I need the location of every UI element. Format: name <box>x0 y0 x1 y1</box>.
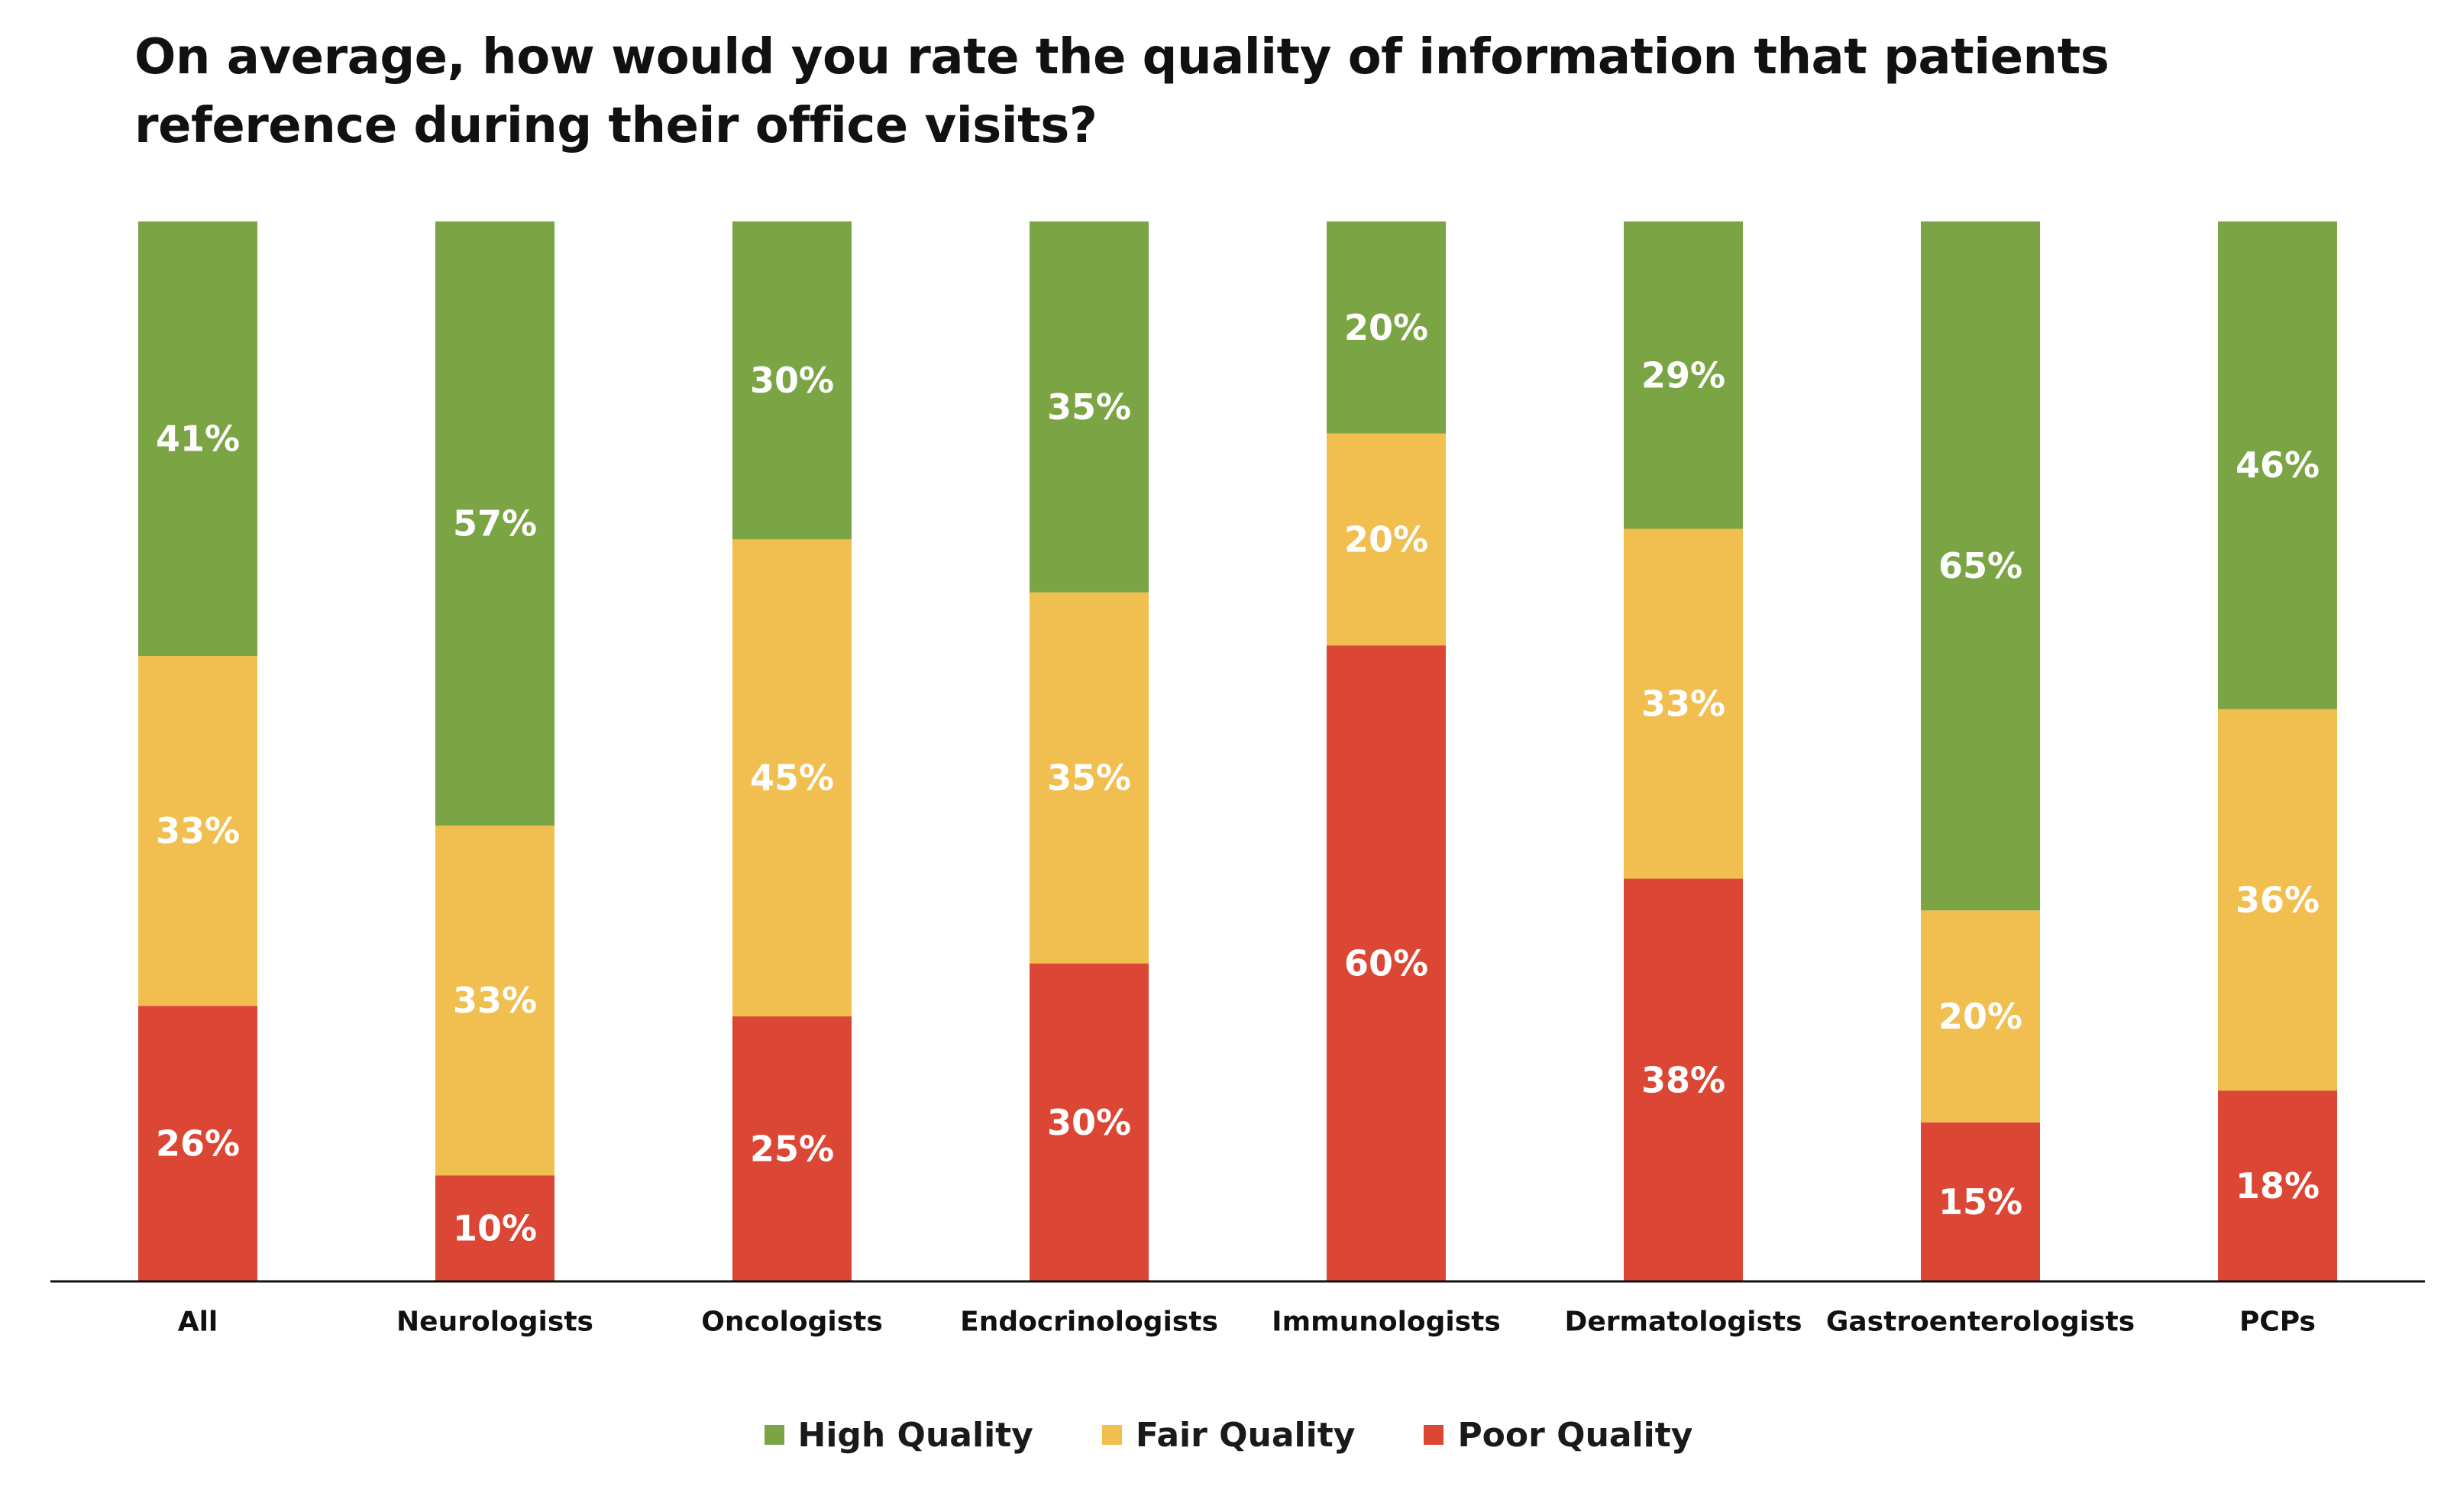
bar-segment-pcps-high-quality <box>2218 221 2337 709</box>
bar-segment-oncologists-high-quality <box>732 221 852 540</box>
x-tick-label-pcps: PCPs <box>2239 1307 2316 1338</box>
data-label-gastroenterologists-fair-quality: 20% <box>1938 996 2022 1037</box>
data-label-all-fair-quality: 33% <box>156 810 240 851</box>
x-tick-label-immunologists: Immunologists <box>1272 1307 1501 1338</box>
data-label-oncologists-high-quality: 30% <box>750 360 834 401</box>
legend-swatch-poor-quality <box>1424 1425 1444 1445</box>
bar-segment-oncologists-fair-quality <box>732 539 852 1016</box>
data-label-endocrinologists-poor-quality: 30% <box>1047 1102 1131 1143</box>
data-label-immunologists-poor-quality: 60% <box>1344 943 1428 984</box>
bar-segment-endocrinologists-poor-quality <box>1030 963 1149 1281</box>
legend-label-poor-quality: Poor Quality <box>1457 1415 1693 1455</box>
bar-segment-all-fair-quality <box>138 656 257 1006</box>
bar-segment-gastroenterologists-poor-quality <box>1921 1122 2040 1281</box>
bar-segment-endocrinologists-high-quality <box>1030 221 1149 593</box>
bar-segment-oncologists-poor-quality <box>732 1016 852 1281</box>
data-label-pcps-high-quality: 46% <box>2236 444 2320 486</box>
legend-label-fair-quality: Fair Quality <box>1135 1415 1356 1455</box>
legend-item-high-quality: High Quality <box>764 1415 1033 1455</box>
bar-segment-endocrinologists-fair-quality <box>1030 592 1149 964</box>
bar-segment-all-poor-quality <box>138 1006 257 1281</box>
data-label-neurologists-fair-quality: 33% <box>453 980 537 1021</box>
data-label-pcps-poor-quality: 18% <box>2236 1165 2320 1207</box>
data-label-endocrinologists-high-quality: 35% <box>1047 386 1131 428</box>
data-label-gastroenterologists-high-quality: 65% <box>1938 545 2022 586</box>
data-label-all-high-quality: 41% <box>156 418 240 460</box>
data-label-immunologists-high-quality: 20% <box>1344 307 1428 348</box>
bar-segment-pcps-fair-quality <box>2218 709 2337 1091</box>
data-label-endocrinologists-fair-quality: 35% <box>1047 758 1131 799</box>
data-label-dermatologists-poor-quality: 38% <box>1641 1059 1725 1100</box>
legend-item-fair-quality: Fair Quality <box>1101 1415 1356 1455</box>
x-tick-label-oncologists: Oncologists <box>701 1307 883 1338</box>
legend-swatch-fair-quality <box>1101 1425 1122 1445</box>
bar-segment-pcps-poor-quality <box>2218 1090 2337 1281</box>
bar-segment-dermatologists-fair-quality <box>1624 528 1743 879</box>
bar-segment-neurologists-fair-quality <box>435 825 554 1176</box>
data-label-pcps-fair-quality: 36% <box>2236 879 2320 920</box>
data-label-dermatologists-high-quality: 29% <box>1641 354 1725 396</box>
bar-segment-all-high-quality <box>138 221 257 657</box>
legend-swatch-high-quality <box>764 1425 784 1445</box>
bar-segment-immunologists-high-quality <box>1327 221 1446 434</box>
x-tick-label-all: All <box>178 1307 218 1338</box>
x-tick-label-dermatologists: Dermatologists <box>1564 1307 1802 1338</box>
data-label-dermatologists-fair-quality: 33% <box>1641 683 1725 725</box>
x-tick-label-endocrinologists: Endocrinologists <box>960 1307 1218 1338</box>
data-label-neurologists-poor-quality: 10% <box>453 1208 537 1249</box>
data-label-gastroenterologists-poor-quality: 15% <box>1938 1181 2022 1223</box>
bar-segment-dermatologists-high-quality <box>1624 221 1743 529</box>
bar-segment-neurologists-high-quality <box>435 221 554 826</box>
labels-layer: 26% 33% 41% 10% 33% 57% 25% 45% 30% 30% 35% 35% 60% 2… <box>156 307 2320 1249</box>
bar-segment-dermatologists-poor-quality <box>1624 878 1743 1281</box>
x-tick-labels: All Neurologists Oncologists Endocrinologis… <box>178 1307 2316 1338</box>
data-label-immunologists-fair-quality: 20% <box>1344 519 1428 560</box>
data-label-oncologists-poor-quality: 25% <box>750 1129 834 1170</box>
data-label-all-poor-quality: 26% <box>156 1123 240 1165</box>
bar-segment-neurologists-poor-quality <box>435 1175 554 1281</box>
x-tick-label-neurologists: Neurologists <box>396 1307 593 1338</box>
data-label-oncologists-fair-quality: 45% <box>750 758 834 799</box>
bar-segment-immunologists-poor-quality <box>1327 645 1446 1281</box>
bars-layer <box>138 221 2337 1281</box>
bar-segment-immunologists-fair-quality <box>1327 433 1446 646</box>
legend: High Quality Fair Quality Poor Quality <box>0 1408 2457 1462</box>
legend-item-poor-quality: Poor Quality <box>1424 1416 1692 1455</box>
bar-segment-gastroenterologists-fair-quality <box>1921 910 2040 1123</box>
legend-label-high-quality: High Quality <box>797 1415 1033 1455</box>
bar-segment-gastroenterologists-high-quality <box>1921 221 2040 911</box>
data-label-neurologists-high-quality: 57% <box>453 503 537 544</box>
chart-title: On average, how would you rate the quali… <box>134 29 2109 154</box>
x-tick-label-gastroenterologists: Gastroenterologists <box>1826 1307 2135 1338</box>
